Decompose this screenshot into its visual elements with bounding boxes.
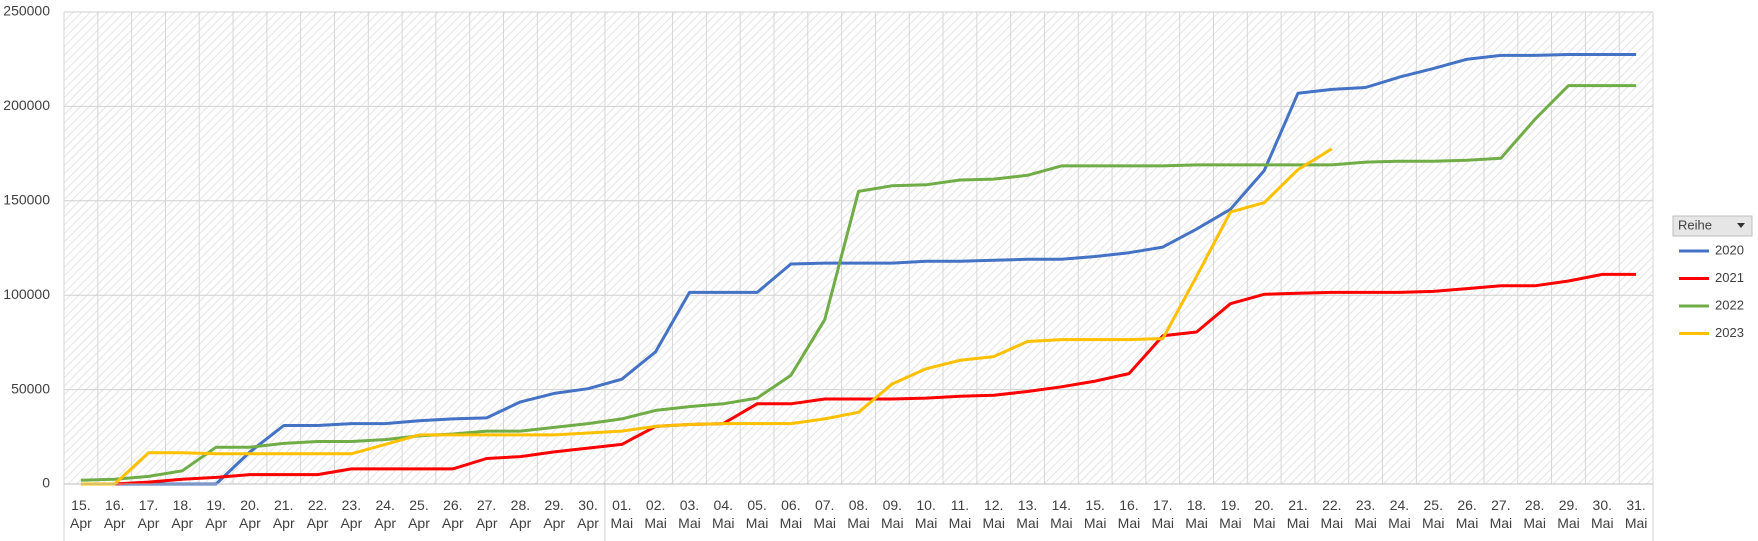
x-tick-label: 25. Apr: [408, 497, 430, 531]
x-tick-label: 06. Mai: [780, 497, 803, 531]
x-tick-label: 29. Mai: [1557, 497, 1580, 531]
x-tick-label: 01. Mai: [611, 497, 634, 531]
x-tick-label: 30. Mai: [1591, 497, 1614, 531]
x-tick-label: 29. Apr: [543, 497, 565, 531]
legend: Reihe 2020 2021 2022 2023: [1672, 215, 1753, 340]
y-tick-label: 50000: [11, 380, 50, 396]
x-tick-label: 17. Mai: [1151, 497, 1174, 531]
x-tick-label: 24. Apr: [374, 497, 396, 531]
x-tick-label: 20. Mai: [1253, 497, 1276, 531]
x-tick-label: 20. Apr: [239, 497, 261, 531]
x-tick-label: 03. Mai: [678, 497, 701, 531]
y-tick-label: 150000: [3, 192, 50, 208]
legend-label: 2022: [1715, 297, 1744, 312]
y-tick-label: 100000: [3, 286, 50, 302]
x-tick-label: 24. Mai: [1388, 497, 1411, 531]
x-tick-label: 16. Apr: [104, 497, 126, 531]
x-tick-label: 16. Mai: [1118, 497, 1141, 531]
x-tick-label: 07. Mai: [813, 497, 836, 531]
x-tick-label: 02. Mai: [644, 497, 667, 531]
plot-area: [64, 12, 1653, 484]
x-tick-label: 05. Mai: [746, 497, 769, 531]
x-tick-label: 15. Apr: [70, 497, 92, 531]
dropdown-arrow[interactable]: [1737, 223, 1745, 228]
x-tick-label: 21. Apr: [273, 497, 295, 531]
y-tick-label: 200000: [3, 97, 50, 113]
x-tick-label: 25. Mai: [1422, 497, 1445, 531]
legend-label: 2020: [1715, 242, 1744, 257]
x-tick-label: 12. Mai: [982, 497, 1005, 531]
x-tick-label: 26. Mai: [1456, 497, 1479, 531]
x-tick-label: 19. Apr: [205, 497, 227, 531]
x-tick-label: 04. Mai: [712, 497, 735, 531]
x-tick-label: 28. Mai: [1523, 497, 1546, 531]
x-tick-label: 22. Mai: [1321, 497, 1344, 531]
x-tick-label: 27. Apr: [476, 497, 498, 531]
x-tick-label: 15. Mai: [1084, 497, 1107, 531]
x-tick-label: 10. Mai: [915, 497, 938, 531]
x-tick-label: 18. Apr: [171, 497, 193, 531]
x-tick-label: 11. Mai: [949, 497, 972, 531]
series-line: [114, 53, 1637, 486]
series-line: [80, 147, 1333, 486]
x-tick-label: 21. Mai: [1287, 497, 1310, 531]
x-tick-label: 31. Mai: [1625, 497, 1648, 531]
lines: [80, 53, 1637, 486]
grid: [63, 11, 1654, 485]
x-tick-label: 28. Apr: [510, 497, 532, 531]
x-tick-label: 18. Mai: [1185, 497, 1208, 531]
legend-filter-button[interactable]: [1672, 215, 1753, 237]
legend-label: 2023: [1715, 325, 1744, 340]
x-tick-label: 19. Mai: [1219, 497, 1242, 531]
x-tick-label: 23. Mai: [1354, 497, 1377, 531]
legend-title: Reihe: [1678, 217, 1712, 232]
series-line: [80, 84, 1637, 482]
x-tick-label: 26. Apr: [442, 497, 464, 531]
x-tick-label: 13. Mai: [1016, 497, 1039, 531]
x-tick-label: 30. Apr: [577, 497, 599, 531]
x-tick-label: 23. Apr: [340, 497, 362, 531]
legend-label: 2021: [1715, 270, 1744, 285]
x-tick-label: 17. Apr: [138, 497, 160, 531]
x-tick-label: 08. Mai: [847, 497, 870, 531]
x-tick-label: 22. Apr: [307, 497, 329, 531]
x-tick-label: 09. Mai: [881, 497, 904, 531]
y-tick-label: 0: [42, 475, 50, 491]
x-tick-label: 27. Mai: [1490, 497, 1513, 531]
y-tick-label: 250000: [3, 3, 50, 19]
x-tick-label: 14. Mai: [1050, 497, 1073, 531]
